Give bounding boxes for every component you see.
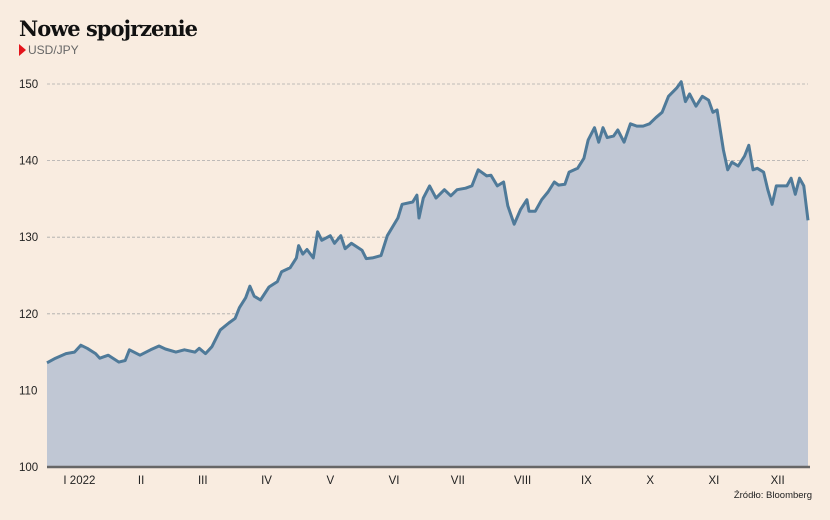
y-tick-label: 110 bbox=[19, 385, 37, 397]
chart-title: Nowe spojrzenie bbox=[19, 16, 198, 41]
series-line bbox=[46, 80, 810, 365]
y-tick-label: 100 bbox=[19, 462, 38, 474]
y-tick-label: 120 bbox=[19, 309, 38, 321]
source-note: Źródło: Bloomberg bbox=[733, 490, 812, 501]
y-tick-label: 150 bbox=[19, 79, 38, 91]
area-fill bbox=[47, 81, 808, 467]
x-tick-label: IV bbox=[261, 475, 272, 487]
x-tick-label: VI bbox=[389, 475, 400, 487]
x-tick-label: III bbox=[198, 475, 208, 487]
x-tick-label: VII bbox=[451, 475, 465, 487]
y-tick-label: 140 bbox=[19, 156, 38, 168]
x-tick-label: XII bbox=[771, 475, 785, 487]
x-tick-label: VIII bbox=[514, 475, 531, 487]
y-tick-label: 130 bbox=[19, 232, 38, 244]
triangle-marker-icon bbox=[19, 44, 26, 56]
x-tick-label: V bbox=[326, 475, 334, 487]
subtitle-text: USD/JPY bbox=[28, 43, 79, 57]
x-tick-label: X bbox=[646, 475, 654, 487]
x-tick-label: I 2022 bbox=[63, 475, 95, 487]
x-tick-label: II bbox=[138, 475, 144, 487]
x-tick-label: IX bbox=[581, 475, 592, 487]
x-tick-label: XI bbox=[708, 475, 719, 487]
chart-subtitle: USD/JPY bbox=[19, 43, 79, 57]
